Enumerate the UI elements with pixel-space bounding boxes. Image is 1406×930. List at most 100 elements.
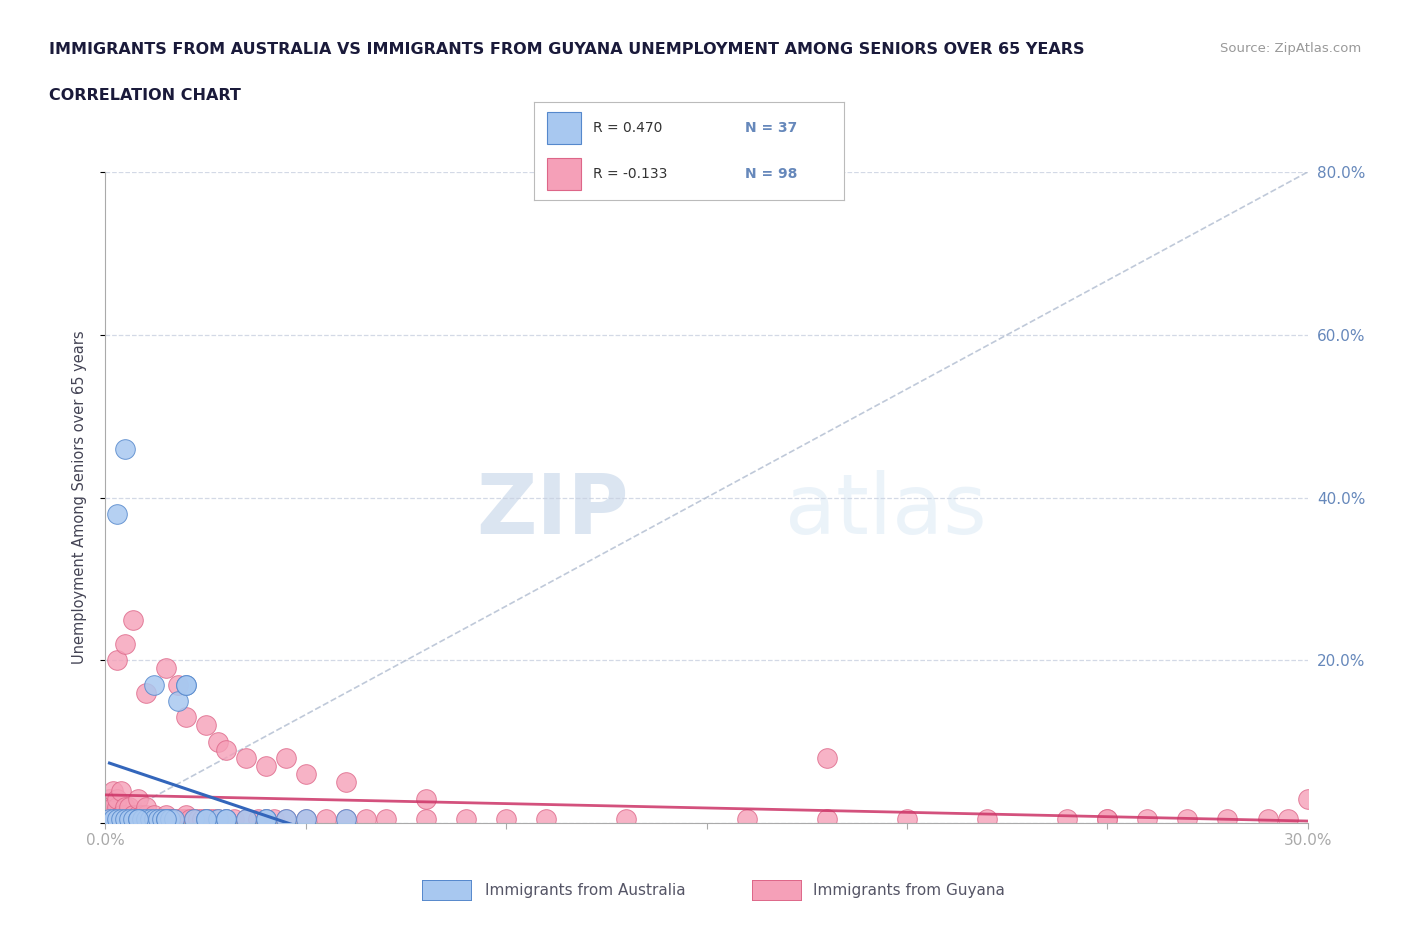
Point — [142, 812, 165, 827]
Point — [150, 812, 173, 827]
Point — [118, 800, 141, 815]
Point — [354, 812, 377, 827]
Point — [103, 812, 125, 827]
Point — [235, 812, 257, 827]
Point — [183, 812, 205, 827]
Point — [335, 775, 357, 790]
Point — [110, 783, 132, 798]
Text: ZIP: ZIP — [475, 470, 628, 551]
Point — [159, 812, 181, 827]
Point — [263, 812, 285, 827]
Point — [335, 812, 357, 827]
Point — [174, 677, 197, 692]
Point — [1097, 812, 1119, 827]
Point — [534, 812, 557, 827]
Point — [415, 791, 437, 806]
Point — [174, 807, 197, 822]
Point — [162, 812, 184, 827]
Point — [174, 710, 197, 724]
Point — [187, 812, 209, 827]
Point — [616, 812, 638, 827]
Point — [103, 800, 125, 815]
Point — [896, 812, 918, 827]
Point — [374, 812, 398, 827]
Point — [235, 812, 257, 827]
Point — [114, 807, 136, 822]
Point — [214, 812, 236, 827]
Text: Immigrants from Guyana: Immigrants from Guyana — [813, 883, 1004, 897]
Point — [135, 812, 157, 827]
Point — [214, 812, 236, 827]
Point — [103, 807, 125, 822]
Text: R = 0.470: R = 0.470 — [593, 121, 662, 135]
Point — [222, 812, 245, 827]
Point — [142, 812, 165, 827]
Point — [1177, 812, 1199, 827]
Point — [174, 677, 197, 692]
Point — [98, 812, 121, 827]
Point — [142, 807, 165, 822]
Point — [194, 718, 217, 733]
Point — [98, 800, 121, 815]
Point — [107, 653, 129, 668]
Point — [254, 812, 277, 827]
Point — [1056, 812, 1078, 827]
Text: Immigrants from Australia: Immigrants from Australia — [485, 883, 686, 897]
Y-axis label: Unemployment Among Seniors over 65 years: Unemployment Among Seniors over 65 years — [72, 331, 87, 664]
Point — [138, 812, 160, 827]
Point — [114, 812, 136, 827]
Point — [415, 812, 437, 827]
Point — [194, 812, 217, 827]
Point — [166, 677, 188, 692]
Text: R = -0.133: R = -0.133 — [593, 167, 668, 181]
Point — [254, 759, 277, 774]
Point — [127, 812, 149, 827]
Text: atlas: atlas — [785, 470, 987, 551]
Point — [103, 783, 125, 798]
Point — [202, 812, 225, 827]
Point — [815, 751, 838, 765]
Point — [118, 812, 141, 827]
Point — [122, 807, 145, 822]
Point — [107, 507, 129, 522]
Point — [98, 791, 121, 806]
Point — [155, 661, 177, 676]
Point — [254, 812, 277, 827]
Point — [190, 812, 212, 827]
Point — [110, 807, 132, 822]
Point — [98, 807, 121, 822]
Point — [142, 677, 165, 692]
Point — [131, 812, 153, 827]
Point — [107, 807, 129, 822]
Point — [166, 812, 188, 827]
Point — [183, 812, 205, 827]
Point — [98, 812, 121, 827]
Point — [114, 812, 136, 827]
Point — [107, 800, 129, 815]
Point — [114, 637, 136, 652]
Text: N = 98: N = 98 — [745, 167, 797, 181]
Point — [174, 812, 197, 827]
Bar — [547, 158, 581, 191]
Point — [122, 612, 145, 627]
Point — [815, 812, 838, 827]
Point — [110, 812, 132, 827]
Point — [138, 812, 160, 827]
Point — [155, 807, 177, 822]
Bar — [547, 112, 581, 144]
Point — [135, 812, 157, 827]
Point — [1277, 812, 1299, 827]
Point — [214, 742, 236, 757]
Point — [135, 800, 157, 815]
Text: N = 37: N = 37 — [745, 121, 797, 135]
Point — [207, 812, 229, 827]
Point — [107, 791, 129, 806]
Point — [207, 735, 229, 750]
Point — [194, 812, 217, 827]
Point — [127, 812, 149, 827]
Point — [155, 812, 177, 827]
Point — [315, 812, 337, 827]
Point — [214, 812, 236, 827]
Point — [198, 812, 221, 827]
Text: CORRELATION CHART: CORRELATION CHART — [49, 88, 240, 103]
